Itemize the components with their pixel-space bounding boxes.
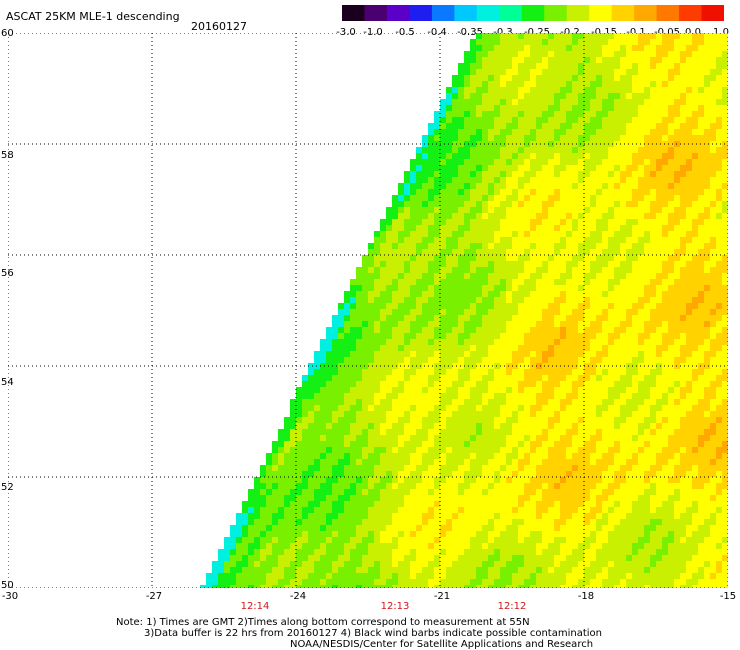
lon-label: -24 <box>289 591 307 602</box>
note-line-3: NOAA/NESDIS/Center for Satellite Applica… <box>290 639 594 650</box>
date-label: 20160127 <box>191 20 247 33</box>
lon-label: -30 <box>1 591 19 602</box>
colorbar-segment <box>656 5 680 21</box>
colorbar-segment <box>409 5 433 21</box>
wind-field-map <box>8 33 728 588</box>
colorbar-segment <box>454 5 478 21</box>
colorbar-segment <box>566 5 590 21</box>
colorbar-tick: -0.35 <box>457 27 483 38</box>
colorbar-tick: -0.2 <box>560 27 580 38</box>
colorbar-segment <box>589 5 613 21</box>
colorbar-segment <box>499 5 523 21</box>
colorbar-tick: -0.05 <box>654 27 680 38</box>
colorbar-segment <box>476 5 500 21</box>
pass-time-label: 12:14 <box>240 601 270 612</box>
colorbar-segment <box>364 5 388 21</box>
lon-label: -18 <box>577 591 595 602</box>
colorbar-segment <box>342 5 366 21</box>
colorbar-segment <box>701 5 724 21</box>
colorbar-segment <box>431 5 455 21</box>
colorbar-segment <box>679 5 703 21</box>
lat-label: 54 <box>1 377 14 388</box>
lon-label: -21 <box>433 591 451 602</box>
lat-label: 56 <box>1 268 14 279</box>
colorbar-tick: -0.3 <box>493 27 513 38</box>
note-line-1: Note: 1) Times are GMT 2)Times along bot… <box>116 617 530 628</box>
colorbar <box>342 5 724 21</box>
colorbar-segment <box>634 5 658 21</box>
colorbar-segment <box>544 5 568 21</box>
pass-time-label: 12:12 <box>497 601 527 612</box>
colorbar-segment <box>521 5 545 21</box>
colorbar-segment <box>386 5 411 21</box>
lon-label: -27 <box>145 591 163 602</box>
lat-lon-grid <box>8 33 728 588</box>
lat-label: 52 <box>1 482 14 493</box>
note-line-2: 3)Data buffer is 22 hrs from 20160127 4)… <box>144 628 602 639</box>
chart-title: ASCAT 25KM MLE-1 descending <box>6 10 180 23</box>
lat-label: 60 <box>1 28 14 39</box>
wind-data-cells <box>200 33 728 588</box>
colorbar-segment <box>611 5 635 21</box>
colorbar-tick: -3.0 <box>336 27 356 38</box>
lon-label: -15 <box>719 591 737 602</box>
lat-label: 58 <box>1 150 14 161</box>
pass-time-label: 12:13 <box>380 601 410 612</box>
lat-label: 50 <box>1 580 14 591</box>
